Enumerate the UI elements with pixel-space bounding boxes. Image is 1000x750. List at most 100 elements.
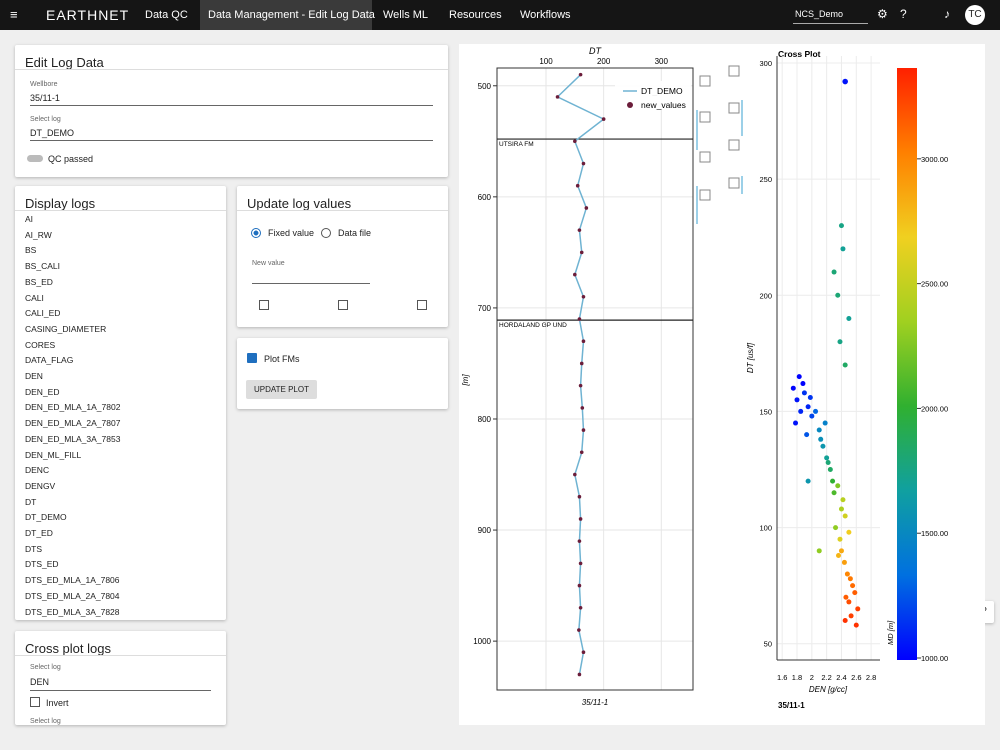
scatter-point <box>830 478 836 484</box>
log-point <box>577 672 582 677</box>
help-icon[interactable]: ? <box>900 7 907 21</box>
checkbox[interactable] <box>30 697 40 707</box>
project-select[interactable]: NCS_Demo <box>795 9 844 19</box>
log-select[interactable]: DT_DEMO <box>30 128 75 138</box>
avatar[interactable]: TC <box>965 5 985 25</box>
scatter-point <box>801 390 807 396</box>
nav-bar: ≡ EARTHNET Data QC Data Management - Edi… <box>0 0 1000 30</box>
log-item[interactable]: DTS_ED_MLA_3A_7828 <box>25 606 120 617</box>
scatter-point <box>825 460 831 466</box>
scatter-point <box>827 467 833 473</box>
bell-icon[interactable]: ♪ <box>944 7 950 21</box>
scatter-point <box>804 432 810 438</box>
radio[interactable] <box>251 228 261 238</box>
log-item[interactable]: DEN_ED_MLA_3A_7853 <box>25 433 121 444</box>
card-title: Update log values <box>247 196 352 211</box>
x-tick-label: 1.8 <box>792 673 802 682</box>
scatter-point <box>816 548 822 554</box>
log-item[interactable]: AI_RW <box>25 229 52 240</box>
chart-panel <box>459 44 985 725</box>
log-item[interactable]: DT_DEMO <box>25 512 67 523</box>
log-point <box>581 339 586 344</box>
log-point <box>577 539 582 543</box>
scatter-point <box>846 599 852 605</box>
log-point <box>581 295 586 299</box>
scatter-point <box>822 420 828 426</box>
log-point <box>578 517 583 521</box>
y-tick-label: 300 <box>759 59 772 68</box>
active-tab <box>200 0 372 30</box>
nav-item[interactable]: Data QC <box>145 9 188 21</box>
log-item[interactable]: CALI <box>25 292 44 303</box>
log-point <box>578 383 583 388</box>
nav-item[interactable]: Data Management - Edit Log Data <box>208 9 375 21</box>
log-item[interactable]: DTS_ED_MLA_1A_7806 <box>25 575 120 586</box>
log-item[interactable]: DT <box>25 496 37 507</box>
scatter-point <box>838 223 844 229</box>
scatter-point <box>840 497 846 503</box>
log-item[interactable]: DEN_ED_MLA_2A_7807 <box>25 418 121 429</box>
divider <box>15 69 448 70</box>
log-item[interactable]: DT_ED <box>25 528 53 538</box>
log-point <box>581 428 586 432</box>
cross-logs-card: Cross plot logs Select log DEN Invert Se… <box>15 631 226 725</box>
checkbox[interactable] <box>247 353 257 363</box>
log-item[interactable]: DEN_ED_MLA_1A_7802 <box>25 402 121 413</box>
y-tick-label: 1000 <box>473 637 491 646</box>
log-point <box>573 472 577 477</box>
help-fab[interactable]: ? <box>974 601 994 623</box>
colorbar-tick-label: 3000.00 <box>921 155 948 164</box>
log-point <box>579 450 584 455</box>
log-item[interactable]: BS <box>25 245 37 256</box>
icon-button[interactable] <box>417 300 427 310</box>
log-item[interactable]: CORES <box>25 339 56 350</box>
field-label: New value <box>252 260 285 267</box>
log-select[interactable]: DEN <box>30 677 50 687</box>
scatter-point <box>833 525 839 531</box>
y-tick-label: 250 <box>759 175 772 184</box>
wellbore-select[interactable]: 35/11-1 <box>30 93 60 103</box>
menu-icon[interactable]: ≡ <box>10 7 18 22</box>
nav-item[interactable]: Resources <box>449 9 502 21</box>
log-item[interactable]: DEN_ML_FILL <box>25 449 82 460</box>
settings-icon[interactable]: ⚙ <box>877 7 888 21</box>
log-item[interactable]: DTS <box>25 543 42 554</box>
scatter-point <box>796 374 802 380</box>
scatter-point <box>838 506 844 512</box>
logo[interactable]: EARTHNET <box>46 7 130 23</box>
select-line <box>30 140 433 141</box>
input-line[interactable] <box>252 283 370 284</box>
scatter-point <box>831 269 837 275</box>
log-item[interactable]: DENGV <box>25 480 56 491</box>
icon-button[interactable] <box>338 300 348 310</box>
log-item[interactable]: CASING_DIAMETER <box>25 323 107 334</box>
nav-item[interactable]: Workflows <box>520 9 571 21</box>
x-tick-label: 2.8 <box>866 673 876 682</box>
log-item[interactable]: DEN_ED <box>25 386 60 397</box>
log-point <box>580 406 585 410</box>
log-item[interactable]: BS_ED <box>25 276 53 287</box>
log-item[interactable]: DTS_ED_MLA_2A_7804 <box>25 590 120 601</box>
radio[interactable] <box>321 228 331 238</box>
log-item[interactable]: AI <box>25 214 34 224</box>
log-item[interactable]: BS_CALI <box>25 261 60 272</box>
scatter-point <box>852 590 858 596</box>
scatter-point <box>841 559 847 565</box>
scatter-point <box>793 420 799 426</box>
log-item[interactable]: DENC <box>25 465 50 476</box>
update-button[interactable]: UPDATE PLOT <box>246 380 317 399</box>
log-item[interactable]: DTS_ED <box>25 559 59 570</box>
footer: 35/11-1 <box>778 701 805 710</box>
toggle[interactable] <box>27 155 43 162</box>
legend-label: DT_DEMO <box>641 86 683 96</box>
icon-button[interactable] <box>259 300 269 310</box>
nav-item[interactable]: Wells ML <box>383 9 429 21</box>
log-item[interactable]: CALI_ED <box>25 308 61 319</box>
log-point <box>579 361 584 366</box>
log-item[interactable]: DEN <box>25 371 43 381</box>
scatter-point <box>846 316 852 322</box>
log-item[interactable]: DATA_FLAG <box>25 355 74 366</box>
log-point <box>577 628 581 632</box>
colorbar-tick-label: 1500.00 <box>921 529 948 538</box>
